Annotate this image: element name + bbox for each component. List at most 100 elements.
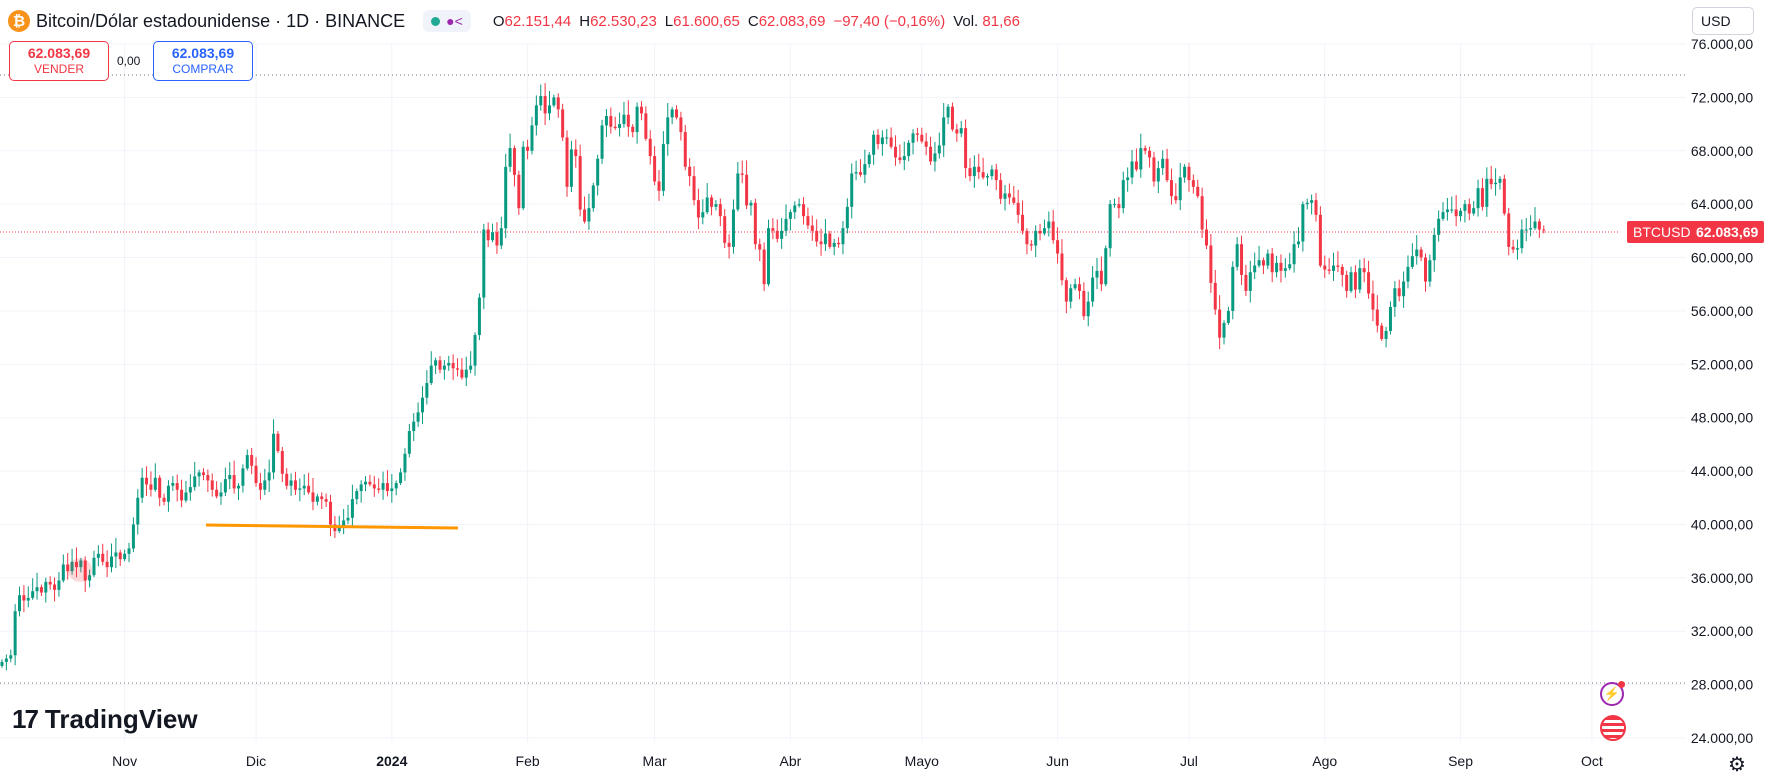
candle-body xyxy=(657,181,661,191)
candle-body xyxy=(950,106,954,130)
candle-body xyxy=(1419,249,1423,258)
candle-body xyxy=(1051,221,1055,241)
candle-body xyxy=(583,209,587,222)
candle-body xyxy=(902,156,906,161)
candle-body xyxy=(74,561,78,568)
candle-body xyxy=(618,124,622,129)
x-tick-label: Mar xyxy=(643,753,667,769)
candle-body xyxy=(797,204,801,206)
y-tick-label: 52.000,00 xyxy=(1691,356,1753,372)
x-tick-label: Nov xyxy=(112,753,137,769)
candle-body xyxy=(1056,240,1060,254)
candle-body xyxy=(1209,245,1213,283)
market-open-dot-icon xyxy=(431,16,441,26)
candle-body xyxy=(731,209,735,247)
sell-button[interactable]: 62.083,69 VENDER xyxy=(9,41,109,81)
candle-body xyxy=(639,106,643,114)
candle-body xyxy=(745,174,749,206)
candle-body xyxy=(556,97,560,110)
candle-body xyxy=(810,225,814,231)
candle-body xyxy=(110,556,113,568)
chart-marker xyxy=(68,558,92,582)
time-axis[interactable]: Nov Dic 2024 Feb Mar Abr Mayo Jun Jul Ago Sep Oct xyxy=(112,753,1603,769)
candle-body xyxy=(1143,148,1147,151)
candle-body xyxy=(298,488,302,490)
sell-label: VENDER xyxy=(33,62,84,76)
candle-body xyxy=(1288,264,1292,269)
tradingview-logo[interactable]: 17 TradingView xyxy=(12,704,198,735)
market-status-pill[interactable]: ●< xyxy=(423,10,471,32)
candle-body xyxy=(4,658,8,662)
candle-body xyxy=(280,451,284,474)
candle-body xyxy=(1353,272,1357,290)
candle-body xyxy=(451,362,455,369)
symbol-header: ₿ Bitcoin/Dólar estadounidense · 1D · BI… xyxy=(8,8,1020,34)
candle-body xyxy=(425,382,429,398)
candle-body xyxy=(1415,249,1419,257)
economic-calendar-flag-icon[interactable] xyxy=(1600,715,1626,741)
candle-body xyxy=(53,584,57,590)
x-tick-label: Jun xyxy=(1046,753,1069,769)
candle-body xyxy=(1375,309,1379,326)
candle-body xyxy=(534,105,538,126)
candle-body xyxy=(1472,208,1476,214)
candle-body xyxy=(1196,186,1200,197)
spread-value: 0,00 xyxy=(117,54,141,68)
candle-body xyxy=(39,587,43,593)
settings-icon[interactable]: ⚙ xyxy=(1728,754,1746,776)
candle-body xyxy=(753,202,757,245)
candle-body xyxy=(1187,166,1191,181)
price-axis[interactable]: 24.000,00 28.000,00 32.000,00 36.000,00 40.0… xyxy=(1691,36,1753,746)
candle-body xyxy=(1437,218,1441,235)
candle-body xyxy=(626,114,630,127)
candle-body xyxy=(543,96,547,114)
volume-value: 81,66 xyxy=(982,12,1020,30)
candle-body xyxy=(1542,229,1546,231)
candle-body xyxy=(512,148,516,175)
buy-button[interactable]: 62.083,69 COMPRAR xyxy=(153,41,253,81)
share-icon[interactable]: ●< xyxy=(446,13,463,29)
candle-body xyxy=(854,172,858,174)
candle-body xyxy=(604,116,608,126)
candle-body xyxy=(832,242,836,247)
candle-body xyxy=(701,212,705,218)
candle-body xyxy=(1086,301,1090,317)
candle-body xyxy=(1349,272,1353,291)
candle-body xyxy=(517,174,521,209)
symbol-title[interactable]: Bitcoin/Dólar estadounidense · 1D · BINA… xyxy=(36,10,406,31)
candle-body xyxy=(1283,268,1287,271)
candle-body xyxy=(1038,230,1042,234)
candle-body xyxy=(600,125,604,159)
candle-body xyxy=(1134,161,1138,170)
candle-body xyxy=(1121,180,1125,209)
x-tick-label: Sep xyxy=(1448,753,1473,769)
candle-body xyxy=(289,480,293,486)
candle-body xyxy=(609,116,613,127)
x-tick-label: Jul xyxy=(1180,753,1198,769)
candle-body xyxy=(1332,265,1336,271)
y-tick-label: 56.000,00 xyxy=(1691,303,1753,319)
candle-body xyxy=(416,412,420,422)
candle-body xyxy=(1384,330,1388,339)
candle-body xyxy=(184,492,188,501)
candle-body xyxy=(959,128,963,134)
candle-body xyxy=(350,499,354,518)
candle-body xyxy=(145,477,149,485)
candle-body xyxy=(929,146,933,162)
candle-body xyxy=(1318,214,1322,266)
y-tick-label: 68.000,00 xyxy=(1691,143,1753,159)
x-tick-label: 2024 xyxy=(376,753,407,769)
x-tick-label: Oct xyxy=(1581,753,1603,769)
candle-body xyxy=(66,564,70,572)
candle-body xyxy=(9,655,13,659)
flash-icon[interactable]: ⚡ xyxy=(1600,681,1625,706)
candle-body xyxy=(539,96,543,106)
currency-select[interactable]: USD xyxy=(1692,7,1754,35)
candle-body xyxy=(1174,196,1178,201)
candle-body xyxy=(491,232,495,241)
candle-body xyxy=(1327,269,1331,271)
candle-body xyxy=(1537,221,1541,230)
candle-body xyxy=(845,206,849,229)
candle-body xyxy=(1314,200,1318,215)
